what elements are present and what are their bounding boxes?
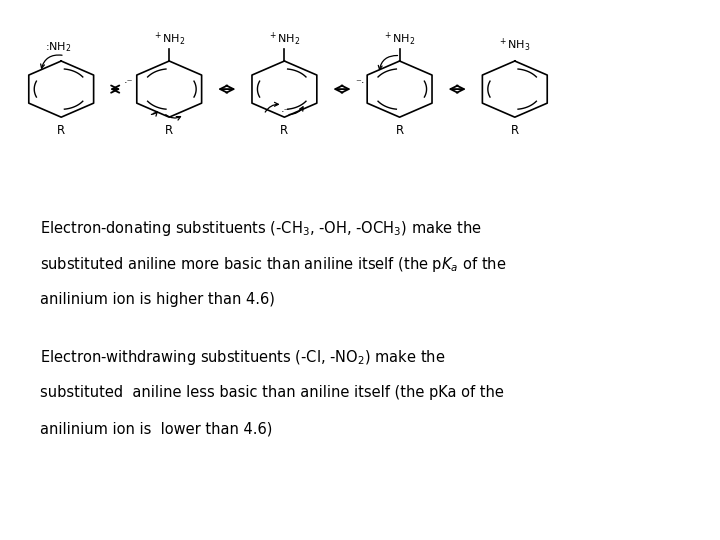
Text: R: R bbox=[57, 124, 66, 137]
Text: ⁻·: ⁻· bbox=[355, 78, 365, 89]
Text: $^+$NH$_2$: $^+$NH$_2$ bbox=[153, 30, 186, 48]
Text: ·⁻: ·⁻ bbox=[281, 107, 291, 117]
FancyArrowPatch shape bbox=[378, 56, 397, 70]
FancyArrowPatch shape bbox=[40, 55, 62, 68]
Text: $^+$NH$_2$: $^+$NH$_2$ bbox=[383, 30, 416, 48]
Text: R: R bbox=[165, 124, 174, 137]
Text: R: R bbox=[395, 124, 404, 137]
FancyArrowPatch shape bbox=[166, 114, 181, 120]
Text: R: R bbox=[280, 124, 289, 137]
Text: :NH$_2$: :NH$_2$ bbox=[45, 40, 71, 54]
Text: Electron-withdrawing substituents (-Cl, -NO$_2$) make the: Electron-withdrawing substituents (-Cl, … bbox=[40, 348, 445, 367]
Text: substituted aniline more basic than aniline itself (the p$\it{K}$$_a$ of the: substituted aniline more basic than anil… bbox=[40, 255, 506, 274]
Text: $^+$NH$_3$: $^+$NH$_3$ bbox=[498, 37, 531, 54]
FancyArrowPatch shape bbox=[265, 103, 279, 112]
FancyArrowPatch shape bbox=[151, 112, 157, 116]
FancyArrowPatch shape bbox=[289, 107, 303, 114]
Text: ·⁻: ·⁻ bbox=[123, 78, 133, 89]
Text: R: R bbox=[510, 124, 519, 137]
Text: anilinium ion is higher than 4.6): anilinium ion is higher than 4.6) bbox=[40, 292, 274, 307]
Text: $^+$NH$_2$: $^+$NH$_2$ bbox=[268, 30, 301, 48]
Text: Electron-donating substituents (-CH$_3$, -OH, -OCH$_3$) make the: Electron-donating substituents (-CH$_3$,… bbox=[40, 219, 481, 238]
Text: substituted  aniline less basic than aniline itself (the pKa of the: substituted aniline less basic than anil… bbox=[40, 385, 503, 400]
Text: anilinium ion is  lower than 4.6): anilinium ion is lower than 4.6) bbox=[40, 422, 272, 437]
